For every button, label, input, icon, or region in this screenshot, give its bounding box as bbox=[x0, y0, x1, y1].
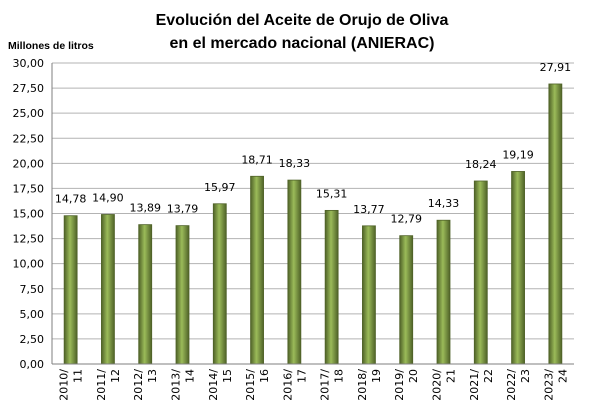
bar bbox=[362, 225, 376, 365]
x-tick-label: 2015/ bbox=[244, 369, 257, 401]
data-label: 14,33 bbox=[428, 197, 460, 210]
x-tick-label: 13 bbox=[146, 369, 159, 383]
x-tick-label: 2023/ bbox=[542, 369, 555, 401]
data-label: 27,91 bbox=[540, 61, 572, 74]
x-tick-label: 16 bbox=[258, 369, 271, 383]
y-tick-label: 0,00 bbox=[20, 358, 45, 371]
x-tick-label: 19 bbox=[370, 369, 383, 383]
y-tick-label: 7,50 bbox=[20, 283, 45, 296]
y-tick-label: 27,50 bbox=[13, 82, 45, 95]
data-label: 18,71 bbox=[241, 153, 273, 166]
x-tick-label: 2019/ bbox=[393, 369, 406, 401]
data-label: 14,90 bbox=[92, 192, 124, 205]
bar bbox=[250, 175, 264, 365]
x-tick-label: 17 bbox=[295, 369, 308, 383]
chart-title-line-1: Evolución del Aceite de Orujo de Oliva bbox=[156, 12, 449, 29]
bar bbox=[287, 179, 302, 365]
x-tick-label-group: 2012/13 bbox=[132, 369, 159, 401]
x-tick-label: 21 bbox=[445, 369, 458, 383]
bar bbox=[324, 209, 339, 365]
data-label: 12,79 bbox=[390, 213, 422, 226]
x-tick-label-group: 2013/14 bbox=[170, 369, 197, 401]
y-tick-label: 15,00 bbox=[13, 208, 45, 221]
x-tick-label: 14 bbox=[184, 369, 197, 383]
x-tick-label: 15 bbox=[221, 369, 234, 383]
bar bbox=[399, 235, 414, 365]
data-label: 15,31 bbox=[316, 187, 348, 200]
x-tick-label: 2020/ bbox=[431, 369, 444, 401]
x-tick-label-group: 2019/20 bbox=[393, 369, 420, 401]
data-label: 14,78 bbox=[55, 193, 87, 206]
data-labels: 14,78 14,90 13,89 13,79 15,97 18,71 18,33 15,31… bbox=[55, 61, 571, 226]
x-tick-label: 2022/ bbox=[505, 369, 518, 401]
x-tick-label: 22 bbox=[482, 369, 495, 383]
y-tick-labels: 0,00 2,50 5,00 7,50 10,00 12,50 15,00 17,50 20,0… bbox=[13, 57, 45, 371]
x-tick-label-group: 2023/24 bbox=[542, 369, 569, 401]
x-tick-label: 2021/ bbox=[468, 369, 481, 401]
x-tick-labels: 2010/11 2011/12 2012/13 2013/14 2014/15 2015/… bbox=[58, 369, 570, 401]
bar bbox=[548, 83, 563, 365]
x-tick-label: 2010/ bbox=[58, 369, 71, 401]
x-tick-label: 2012/ bbox=[132, 369, 145, 401]
data-label: 13,89 bbox=[129, 202, 161, 215]
y-axis-label: Millones de litros bbox=[8, 40, 94, 52]
data-label: 19,19 bbox=[502, 148, 534, 161]
x-tick-label-group: 2016/17 bbox=[281, 369, 308, 401]
y-tick-label: 20,00 bbox=[13, 157, 45, 170]
x-tick-label-group: 2014/15 bbox=[207, 369, 234, 401]
x-tick-label: 11 bbox=[72, 369, 85, 383]
x-tick-label: 23 bbox=[519, 369, 532, 383]
y-tick-label: 22,50 bbox=[13, 132, 45, 145]
x-tick-label-group: 2022/23 bbox=[505, 369, 532, 401]
bar bbox=[212, 203, 227, 365]
x-tick-label-group: 2015/16 bbox=[244, 369, 271, 401]
y-tick-label: 2,50 bbox=[20, 333, 45, 346]
data-label: 13,77 bbox=[353, 203, 385, 216]
x-tick-label: 2014/ bbox=[207, 369, 220, 401]
data-label: 13,79 bbox=[167, 203, 199, 216]
x-tick-label-group: 2011/12 bbox=[95, 369, 122, 401]
x-tick-label-group: 2020/21 bbox=[431, 369, 458, 401]
x-tick-label-group: 2021/22 bbox=[468, 369, 495, 401]
y-tick-label: 17,50 bbox=[13, 182, 45, 195]
data-label: 15,97 bbox=[204, 181, 236, 194]
bar bbox=[63, 215, 78, 365]
bars bbox=[63, 83, 563, 365]
x-tick-label-group: 2017/18 bbox=[319, 369, 346, 401]
x-tick-label: 2011/ bbox=[95, 369, 108, 401]
x-tick-label: 2013/ bbox=[170, 369, 183, 401]
y-tick-label: 30,00 bbox=[13, 57, 45, 70]
bar bbox=[175, 225, 190, 365]
x-tick-label-group: 2018/19 bbox=[356, 369, 383, 401]
x-tick-label: 2017/ bbox=[319, 369, 332, 401]
data-label: 18,33 bbox=[279, 157, 311, 170]
x-tick-label-group: 2010/11 bbox=[58, 369, 85, 401]
x-tick-label: 18 bbox=[333, 369, 346, 383]
y-tick-label: 12,50 bbox=[13, 233, 45, 246]
bar bbox=[473, 180, 488, 365]
y-tick-label: 25,00 bbox=[13, 107, 45, 120]
y-tick-label: 5,00 bbox=[20, 308, 45, 321]
x-tick-label: 2018/ bbox=[356, 369, 369, 401]
x-tick-label: 12 bbox=[109, 369, 122, 383]
x-tick-label: 24 bbox=[556, 369, 569, 383]
x-tick-label: 20 bbox=[407, 369, 420, 383]
data-label: 18,24 bbox=[465, 158, 497, 171]
bar bbox=[101, 214, 115, 365]
bar bbox=[511, 171, 525, 365]
y-tick-label: 10,00 bbox=[13, 258, 45, 271]
bar bbox=[138, 224, 153, 365]
chart-title-line-2: en el mercado nacional (ANIERAC) bbox=[170, 35, 435, 52]
bar bbox=[436, 219, 451, 365]
x-tick-label: 2016/ bbox=[281, 369, 294, 401]
